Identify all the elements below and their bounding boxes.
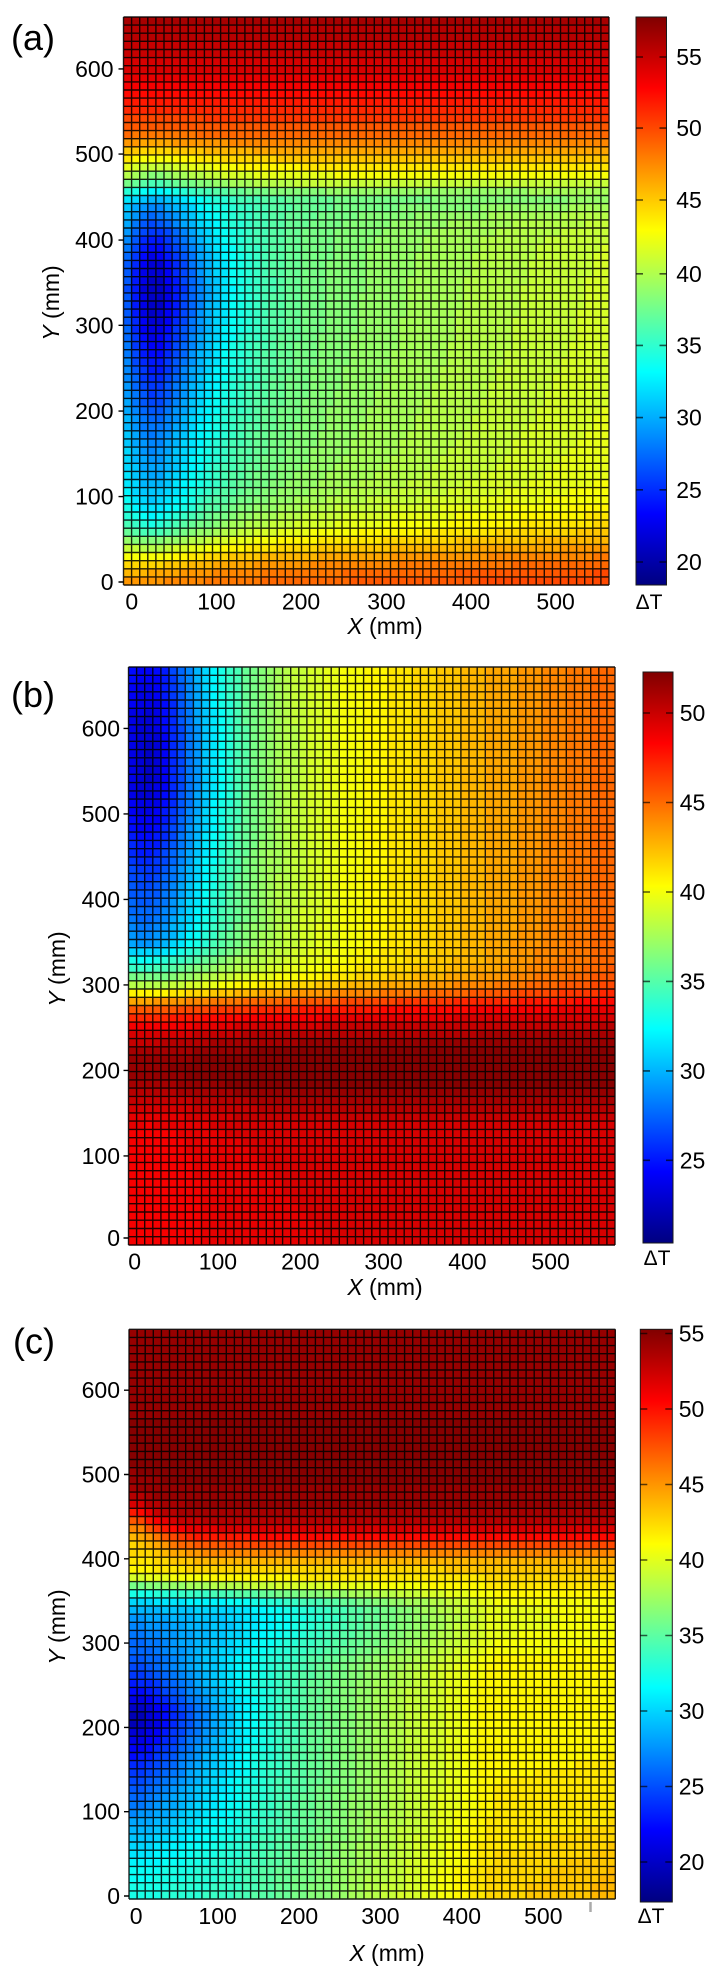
svg-text:50: 50 bbox=[679, 1396, 705, 1422]
svg-text:X (mm): X (mm) bbox=[348, 1940, 424, 1966]
svg-text:200: 200 bbox=[282, 588, 320, 614]
svg-text:0: 0 bbox=[107, 1883, 120, 1909]
svg-text:400: 400 bbox=[82, 1546, 120, 1572]
svg-text:300: 300 bbox=[361, 1903, 399, 1929]
svg-text:100: 100 bbox=[197, 588, 235, 614]
svg-text:200: 200 bbox=[82, 1714, 120, 1740]
svg-text:0: 0 bbox=[128, 1248, 141, 1274]
svg-text:300: 300 bbox=[82, 1630, 120, 1656]
svg-text:30: 30 bbox=[680, 1058, 706, 1084]
svg-text:55: 55 bbox=[679, 1321, 705, 1347]
svg-text:50: 50 bbox=[680, 700, 706, 726]
svg-text:0: 0 bbox=[101, 569, 114, 595]
svg-text:Y (mm): Y (mm) bbox=[38, 265, 64, 340]
svg-text:600: 600 bbox=[82, 715, 120, 741]
svg-text:Y (mm): Y (mm) bbox=[44, 931, 70, 1006]
svg-text:200: 200 bbox=[75, 398, 113, 424]
svg-text:200: 200 bbox=[280, 1903, 318, 1929]
svg-text:500: 500 bbox=[536, 588, 574, 614]
svg-text:500: 500 bbox=[75, 141, 113, 167]
svg-text:300: 300 bbox=[75, 312, 113, 338]
svg-text:25: 25 bbox=[680, 1147, 706, 1173]
svg-text:300: 300 bbox=[82, 972, 120, 998]
svg-text:35: 35 bbox=[676, 332, 702, 358]
svg-text:20: 20 bbox=[679, 1849, 705, 1875]
svg-text:45: 45 bbox=[680, 790, 706, 816]
svg-text:100: 100 bbox=[82, 1799, 120, 1825]
svg-text:40: 40 bbox=[676, 261, 702, 287]
svg-text:100: 100 bbox=[82, 1143, 120, 1169]
svg-text:100: 100 bbox=[199, 1248, 237, 1274]
svg-text:400: 400 bbox=[452, 588, 490, 614]
svg-text:35: 35 bbox=[679, 1623, 705, 1649]
svg-text:ΔT: ΔT bbox=[644, 1247, 671, 1270]
svg-text:40: 40 bbox=[680, 879, 706, 905]
svg-text:100: 100 bbox=[75, 484, 113, 510]
svg-text:0: 0 bbox=[130, 1903, 143, 1929]
svg-text:Y (mm): Y (mm) bbox=[44, 1589, 70, 1664]
svg-text:400: 400 bbox=[443, 1903, 481, 1929]
svg-text:300: 300 bbox=[367, 588, 405, 614]
svg-text:X (mm): X (mm) bbox=[346, 613, 422, 639]
svg-text:40: 40 bbox=[679, 1547, 705, 1573]
svg-text:200: 200 bbox=[281, 1248, 319, 1274]
svg-text:25: 25 bbox=[679, 1774, 705, 1800]
svg-text:(a): (a) bbox=[11, 17, 55, 58]
svg-text:X (mm): X (mm) bbox=[346, 1274, 422, 1300]
svg-text:100: 100 bbox=[198, 1903, 236, 1929]
svg-text:(c): (c) bbox=[13, 1321, 55, 1362]
svg-text:500: 500 bbox=[82, 801, 120, 827]
svg-text:500: 500 bbox=[531, 1248, 569, 1274]
svg-text:300: 300 bbox=[364, 1248, 402, 1274]
svg-text:500: 500 bbox=[524, 1903, 562, 1929]
svg-text:400: 400 bbox=[448, 1248, 486, 1274]
svg-text:0: 0 bbox=[107, 1225, 120, 1251]
svg-text:30: 30 bbox=[679, 1698, 705, 1724]
svg-text:200: 200 bbox=[82, 1057, 120, 1083]
svg-text:45: 45 bbox=[679, 1472, 705, 1498]
svg-text:400: 400 bbox=[75, 227, 113, 253]
svg-text:20: 20 bbox=[676, 549, 702, 575]
svg-text:400: 400 bbox=[82, 886, 120, 912]
svg-text:55: 55 bbox=[676, 44, 702, 70]
svg-text:35: 35 bbox=[680, 968, 706, 994]
svg-text:(b): (b) bbox=[11, 674, 55, 715]
svg-text:50: 50 bbox=[676, 115, 702, 141]
svg-text:600: 600 bbox=[75, 56, 113, 82]
svg-text:600: 600 bbox=[82, 1377, 120, 1403]
svg-text:0: 0 bbox=[125, 588, 138, 614]
svg-text:ΔT: ΔT bbox=[636, 591, 663, 614]
svg-text:45: 45 bbox=[676, 187, 702, 213]
svg-text:25: 25 bbox=[676, 477, 702, 503]
svg-text:ΔT: ΔT bbox=[638, 1905, 665, 1928]
svg-text:500: 500 bbox=[82, 1462, 120, 1488]
svg-text:30: 30 bbox=[676, 405, 702, 431]
